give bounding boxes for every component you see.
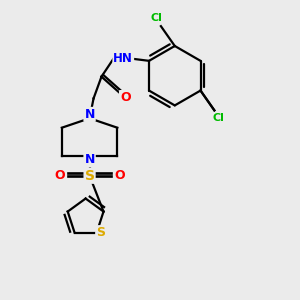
Text: N: N xyxy=(84,108,95,121)
Text: N: N xyxy=(84,153,95,167)
Text: O: O xyxy=(114,169,124,182)
Text: O: O xyxy=(120,91,130,104)
Text: Cl: Cl xyxy=(212,113,224,123)
Text: S: S xyxy=(85,169,94,183)
Text: HN: HN xyxy=(113,52,133,65)
Text: S: S xyxy=(96,226,105,239)
Text: Cl: Cl xyxy=(151,13,163,23)
Text: O: O xyxy=(55,169,65,182)
